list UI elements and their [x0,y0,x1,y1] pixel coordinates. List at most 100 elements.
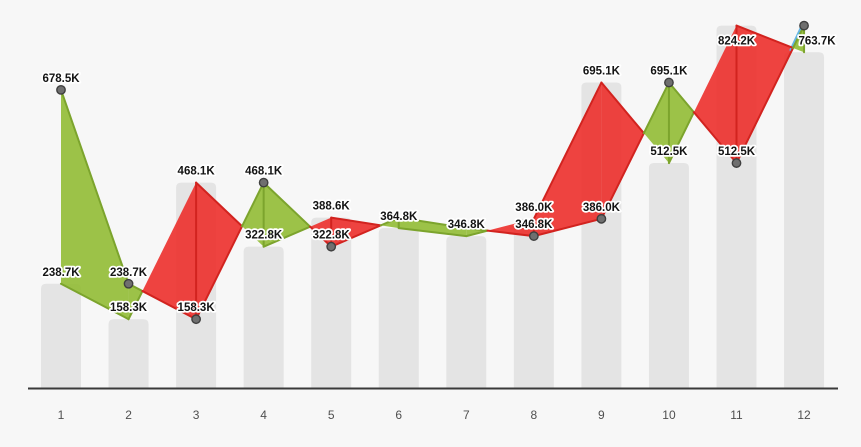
previous-line-edge [600,132,645,220]
previous-line-edge [195,225,244,321]
x-axis-label-5: 5 [328,408,335,422]
current-line-edge [735,24,795,49]
current-line-edge [465,229,489,238]
marker-dot-1[interactable] [56,84,66,95]
column-month-12[interactable] [784,52,825,390]
current-line-edge [600,81,645,135]
x-axis-label-4: 4 [260,408,267,422]
rise-band-8[interactable] [533,82,602,237]
x-axis-label-11: 11 [730,408,743,422]
rise-band-9a[interactable] [601,82,644,219]
column-month-10[interactable] [648,163,689,389]
accent-line [789,26,803,52]
x-axis-label-8: 8 [531,408,538,422]
column-month-6[interactable] [378,228,419,389]
marker-dot-10[interactable] [664,77,674,88]
value-label-previous-2: 238.7K [110,267,148,279]
rise-band-11a[interactable] [736,25,794,164]
x-axis-label-9: 9 [598,408,605,422]
current-line-edge [127,290,144,321]
previous-line-edge [330,224,382,248]
fall-band-3b[interactable] [242,182,264,247]
rise-band-3a[interactable] [196,182,243,320]
band-edges-layer [60,24,806,321]
column-month-2[interactable] [108,319,149,389]
column-month-7[interactable] [446,236,487,389]
previous-line-edge [379,216,400,227]
accent-layer [789,26,803,52]
x-axis-label-2: 2 [125,408,132,422]
value-label-current-4: 322.8K [245,230,283,242]
value-label-current-11: 824.2K [718,36,756,48]
previous-line-edge [397,216,468,230]
value-label-current-9: 695.1K [583,66,621,78]
fall-band-10a[interactable] [668,82,694,164]
previous-line-edge [735,46,795,165]
marker-dot-8[interactable] [528,231,539,241]
value-label-previous-10: 695.1K [650,66,688,78]
previous-line-edge [141,290,198,321]
value-label-current-5: 388.6K [313,201,351,213]
marker-dot-2[interactable] [123,278,134,289]
value-label-current-12: 763.7K [799,35,837,47]
x-axis-label-12: 12 [797,408,811,422]
value-label-previous-11: 512.5K [718,146,756,158]
x-axis-label-10: 10 [662,408,676,422]
column-month-4[interactable] [243,246,284,389]
x-axis-label-1: 1 [58,408,65,422]
marker-dot-9[interactable] [596,213,607,224]
marker-dot-3[interactable] [191,314,202,325]
markers-layer [56,20,809,325]
previous-line-edge [241,181,265,228]
value-label-previous-9: 386.0K [583,202,621,214]
fall-band-1[interactable] [61,89,129,320]
current-line-edge [60,282,130,321]
value-label-previous-5: 322.8K [313,230,351,242]
x-axis-label-6: 6 [395,408,402,422]
previous-line-edge [667,81,695,114]
current-line-edge [397,227,468,238]
value-label-previous-3: 158.3K [178,302,216,314]
current-line-edge [532,81,603,220]
previous-line-edge [642,81,670,135]
value-label-current-7: 346.8K [448,219,486,231]
column-month-1[interactable] [41,283,81,389]
value-label-current-3: 468.1K [178,166,216,178]
band-fills-layer [61,25,805,320]
current-line-edge [195,181,244,228]
value-label-current-10: 512.5K [650,146,688,158]
x-axis-label-3: 3 [193,408,200,422]
previous-line-edge [262,181,312,228]
value-label-current-8: 386.0K [515,202,553,214]
marker-dot-12[interactable] [799,20,809,31]
marker-dot-11[interactable] [731,158,742,168]
rise-band-10b[interactable] [693,25,737,164]
marker-dot-5[interactable] [326,241,337,252]
value-labels-layer: 678.5K 238.7K 158.3K 468.1K 322.8K 346.8K 386.… [41,34,838,316]
rise-band-5a[interactable] [331,217,381,247]
value-label-previous-4: 468.1K [245,166,283,178]
current-line-edge [330,216,382,227]
value-label-previous-8: 346.8K [515,219,553,231]
previous-line-edge [486,229,535,238]
previous-line-edge [60,88,130,285]
marker-dot-4[interactable] [258,177,269,188]
x-axis-label-7: 7 [463,408,470,422]
rise-band-2b[interactable] [142,182,197,320]
value-label-current-2: 158.3K [110,302,148,314]
column-month-5[interactable] [311,217,352,389]
fall-band-6[interactable] [398,217,467,237]
current-line-edge [667,111,695,165]
value-label-previous-1: 678.5K [42,73,80,85]
column-month-8[interactable] [513,218,554,389]
value-label-current-1: 238.7K [42,267,80,279]
columns-layer [41,25,825,390]
current-line-edge [262,225,312,248]
value-label-current-6: 364.8K [380,211,418,223]
previous-line-edge [692,111,738,165]
rise-band-4b[interactable] [310,217,332,247]
previous-line-edge [465,227,489,232]
fall-band-9b[interactable] [643,82,669,164]
